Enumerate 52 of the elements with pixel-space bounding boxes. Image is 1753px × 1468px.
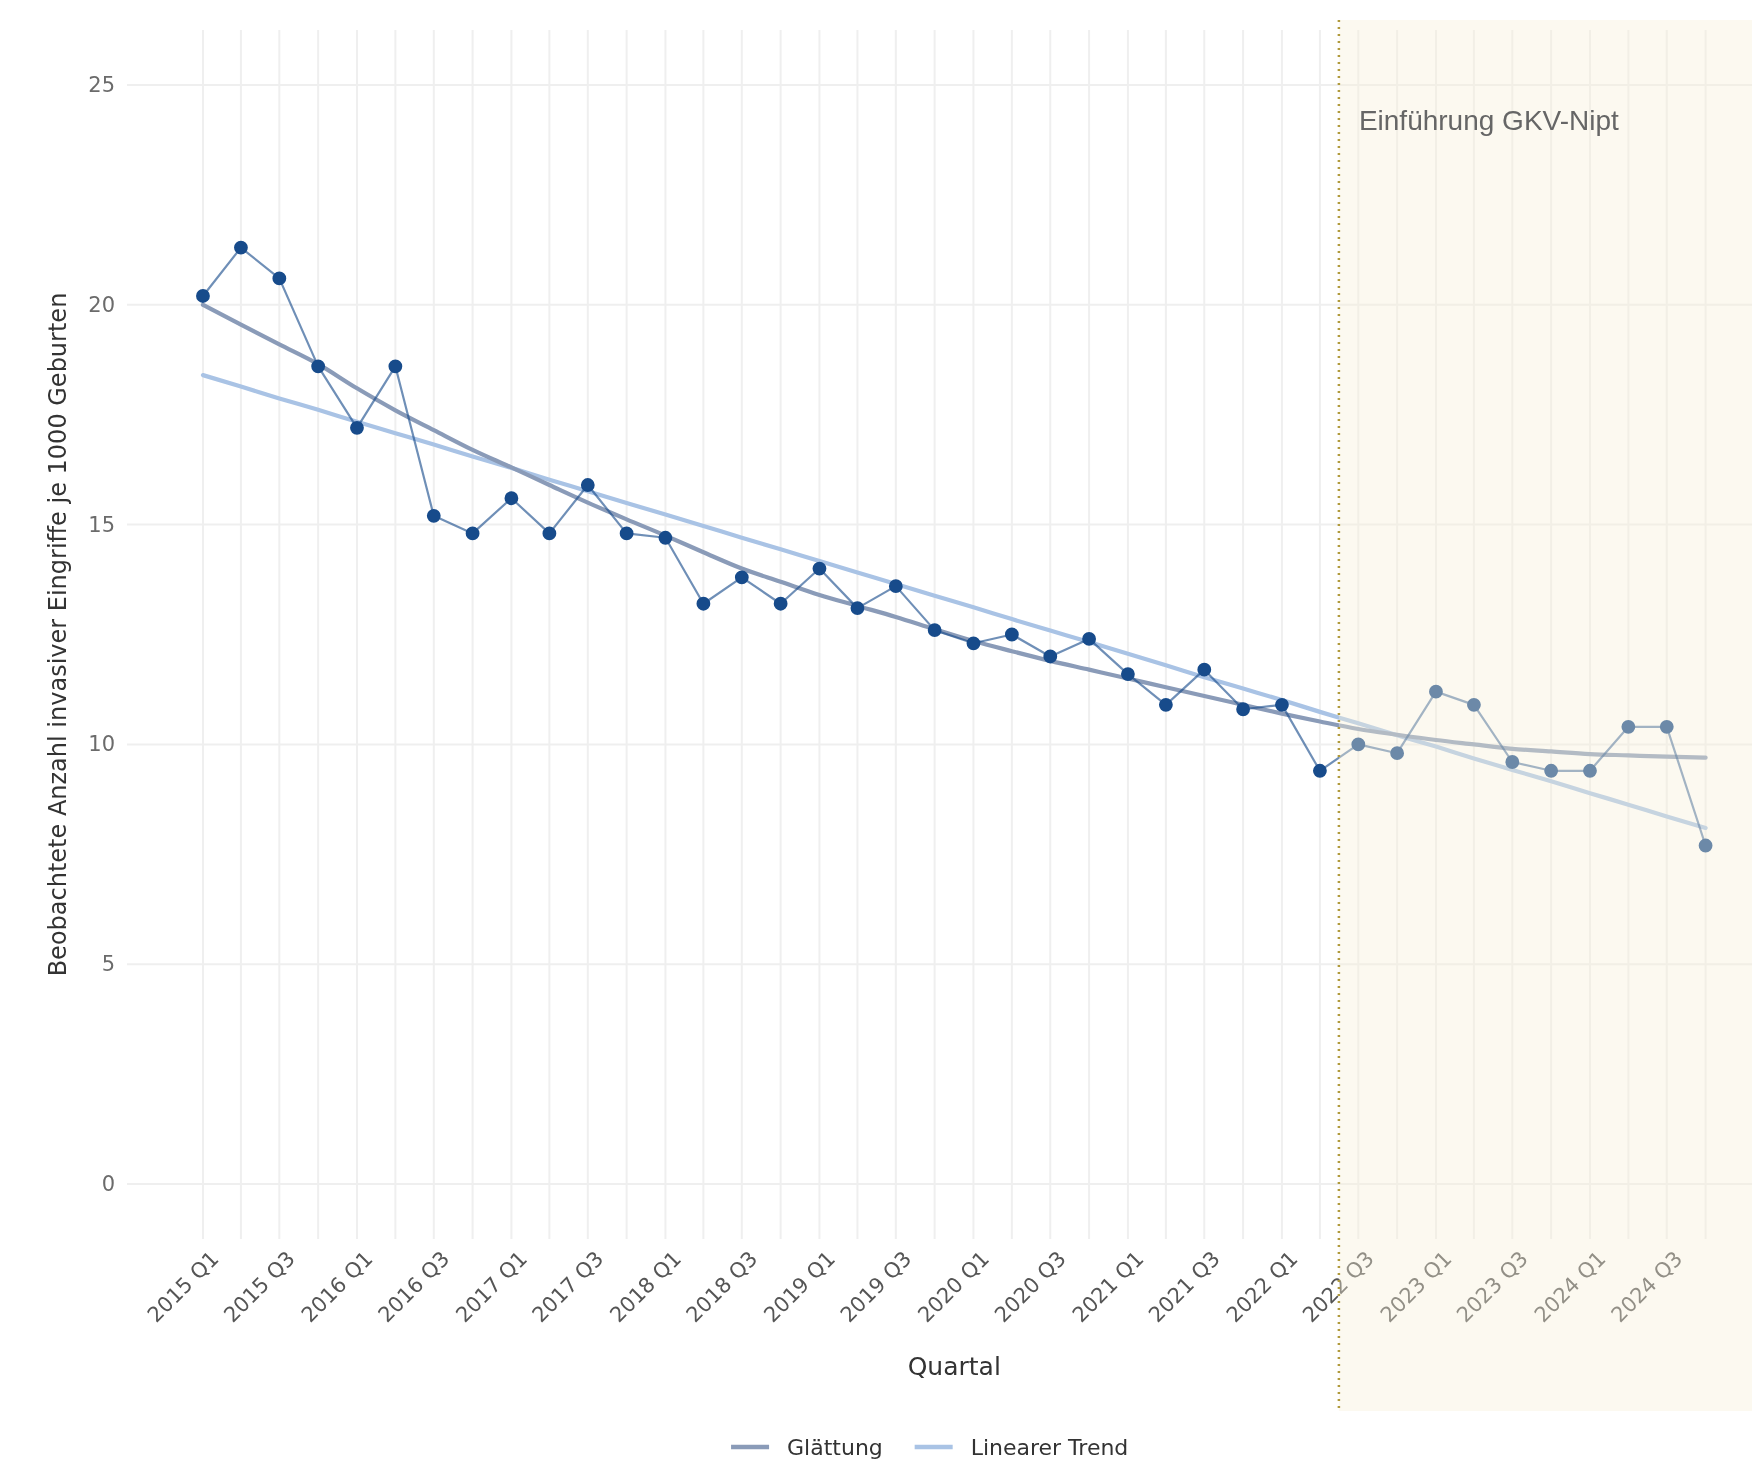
- point: [812, 561, 827, 576]
- y-tick-label: 0: [101, 1172, 115, 1197]
- y-tick-label: 15: [88, 512, 115, 537]
- point: [1698, 838, 1713, 853]
- point: [1429, 684, 1443, 699]
- point: [1390, 746, 1405, 761]
- point: [272, 271, 287, 286]
- legend-label: Glättung: [787, 1434, 883, 1460]
- y-tick-label: 10: [88, 732, 115, 757]
- point: [234, 240, 248, 255]
- point: [1544, 763, 1559, 778]
- point: [196, 289, 210, 303]
- point: [1351, 737, 1366, 752]
- point: [542, 526, 557, 541]
- line-series: [200, 373, 1708, 831]
- point: [696, 596, 711, 611]
- point: [734, 570, 749, 585]
- ref-line-label: Einführung GKV-Nipt: [1358, 104, 1620, 136]
- legend-label: Linearer Trend: [970, 1434, 1129, 1460]
- point: [311, 359, 326, 374]
- point: [1659, 719, 1674, 734]
- point: [1197, 662, 1212, 677]
- point: [1043, 649, 1058, 664]
- point: [619, 526, 634, 541]
- point: [465, 526, 480, 541]
- point: [658, 530, 673, 545]
- point: [580, 478, 595, 492]
- y-axis-title: Beobachtete Anzahl invasiver Eingriffe je 1000 Geburten: [44, 292, 72, 977]
- point: [1621, 719, 1636, 734]
- point: [927, 623, 942, 637]
- y-tick-label: 25: [88, 72, 115, 97]
- y-tick-label: 5: [101, 952, 115, 977]
- point: [1467, 697, 1481, 712]
- point: [1275, 697, 1289, 712]
- x-axis-title: Quartal: [907, 1351, 1001, 1381]
- point: [1583, 763, 1597, 778]
- point: [1505, 755, 1520, 769]
- point: [773, 596, 788, 611]
- point: [504, 491, 519, 506]
- point: [1158, 697, 1173, 712]
- point: [966, 636, 981, 651]
- point: [426, 508, 441, 523]
- point: [1004, 627, 1019, 642]
- point: [888, 579, 903, 594]
- point: [1082, 632, 1096, 646]
- point: [850, 601, 865, 616]
- point: [350, 420, 364, 435]
- point: [1236, 702, 1251, 717]
- point: [1121, 667, 1135, 681]
- y-tick-label: 20: [88, 292, 115, 317]
- point: [1312, 763, 1327, 778]
- point: [388, 359, 403, 374]
